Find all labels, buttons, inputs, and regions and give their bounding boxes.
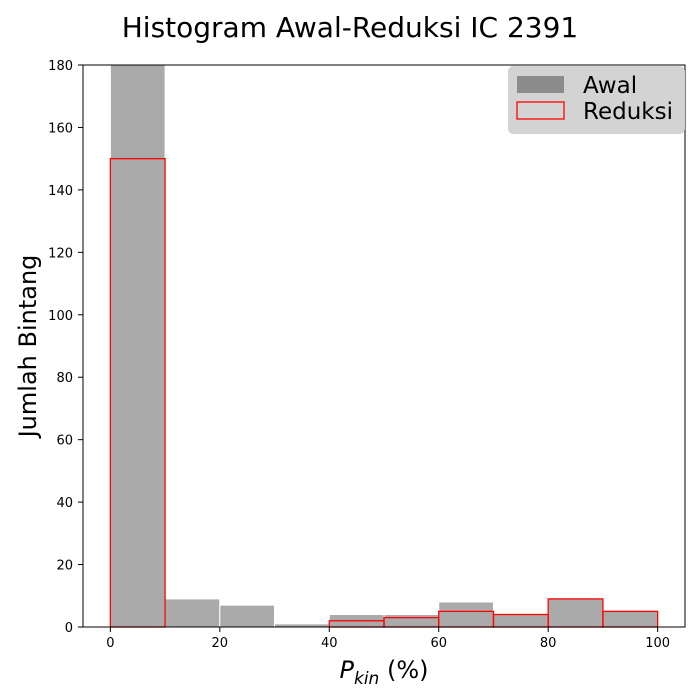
y-tick-label: 180 (48, 59, 73, 74)
awal-bar (383, 614, 440, 628)
x-tick-label: 100 (645, 636, 670, 651)
legend-label-reduksi: Reduksi (583, 99, 673, 125)
x-axis-label-subscript: kin (354, 669, 379, 689)
reduksi-bars (109, 158, 659, 628)
legend-label-awal: Awal (583, 73, 637, 99)
y-tick-label: 120 (48, 246, 73, 261)
x-axis-label-symbol: P (340, 656, 355, 684)
chart-title: Histogram Awal-Reduksi IC 2391 (122, 11, 579, 44)
x-axis-label-unit: (%) (379, 656, 428, 684)
x-tick-label: 20 (212, 636, 229, 651)
x-tick-label: 0 (106, 636, 114, 651)
awal-bar (438, 601, 494, 628)
y-axis: 0 20 40 60 80 100 120 140 160 180 (48, 59, 83, 636)
legend-swatch-reduksi (516, 101, 565, 120)
y-tick-label: 60 (56, 434, 73, 449)
awal-bar (492, 614, 549, 628)
legend-swatch-awal (517, 76, 564, 93)
y-tick-label: 100 (48, 309, 73, 324)
awal-bar (547, 598, 604, 628)
awal-bar (109, 64, 166, 628)
awal-bar (602, 610, 659, 628)
awal-bar (219, 604, 276, 628)
x-tick-label: 40 (321, 636, 338, 651)
legend: Awal Reduksi (508, 66, 685, 134)
y-tick-label: 80 (56, 371, 73, 386)
y-tick-label: 0 (65, 621, 73, 636)
plot-frame (82, 64, 686, 628)
y-tick-label: 160 (48, 121, 73, 136)
x-tick-label: 80 (540, 636, 557, 651)
y-tick-label: 140 (48, 184, 73, 199)
y-tick-label: 40 (56, 496, 73, 511)
x-axis: 0 20 40 60 80 100 (106, 627, 670, 651)
x-tick-label: 60 (430, 636, 447, 651)
x-axis-label: Pkin (%) (340, 656, 429, 689)
y-axis-label: Jumlah Bintang (14, 255, 42, 440)
awal-bars (109, 64, 659, 628)
y-tick-label: 20 (56, 559, 73, 574)
awal-bar (164, 598, 221, 628)
